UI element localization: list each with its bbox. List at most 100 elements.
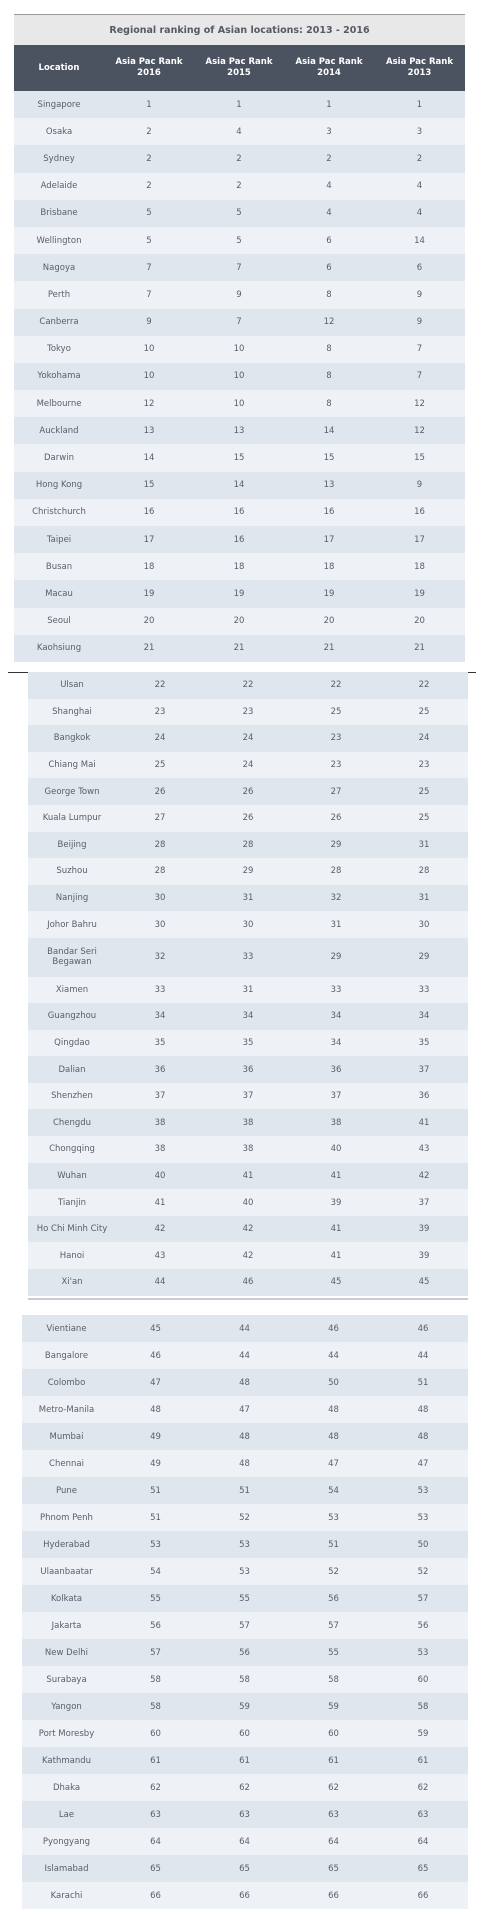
table-row: Busan 18 18 18 18 — [14, 553, 465, 581]
location-cell: Taipei — [46, 534, 72, 545]
rank-cell: 39 — [418, 1224, 430, 1235]
rank-cell: 30 — [242, 919, 254, 930]
rank-cell: 18 — [233, 561, 245, 572]
rank-cell: 24 — [242, 760, 254, 771]
rank-cell: 61 — [150, 1755, 161, 1766]
location-cell: Chongqing — [49, 1144, 95, 1155]
table-row: Singapore 1 1 1 1 — [14, 91, 465, 119]
rank-cell: 58 — [150, 1674, 161, 1685]
location-cell: Jakarta — [51, 1620, 82, 1631]
rank-cell: 62 — [150, 1782, 161, 1793]
table-row: Surabaya 58 58 58 60 — [22, 1666, 468, 1693]
rank-cell: 19 — [323, 588, 335, 599]
rank-cell: 17 — [323, 534, 335, 545]
rank-cell: 39 — [330, 1197, 342, 1208]
table-row: Chennai 49 48 47 47 — [22, 1450, 468, 1477]
rank-cell: 62 — [328, 1782, 339, 1793]
column-header: Asia Pac Rank 2015 — [205, 57, 273, 78]
rank-cell: 40 — [330, 1144, 342, 1155]
rank-cell: 58 — [328, 1674, 339, 1685]
rank-cell: 9 — [236, 289, 242, 300]
table-row: Adelaide 2 2 4 4 — [14, 172, 465, 200]
rank-cell: 54 — [328, 1485, 339, 1496]
table-row: Xiamen 33 31 33 33 — [28, 976, 468, 1004]
rank-cell: 22 — [154, 680, 166, 691]
rank-cell: 43 — [418, 1144, 430, 1155]
location-cell: Auckland — [39, 425, 79, 436]
location-cell: Guangzhou — [47, 1011, 97, 1022]
table-row: Chiang Mai 25 24 23 23 — [28, 751, 468, 779]
table-row: Dhaka 62 62 62 62 — [22, 1774, 468, 1801]
table-row: Karachi 66 66 66 66 — [22, 1882, 468, 1909]
location-cell: Suzhou — [56, 866, 88, 877]
rank-cell: 56 — [328, 1593, 339, 1604]
location-cell: New Delhi — [44, 1647, 89, 1658]
table-row: Kathmandu 61 61 61 61 — [22, 1747, 468, 1774]
rank-cell: 33 — [242, 952, 254, 963]
rank-cell: 34 — [330, 1037, 342, 1048]
rank-cell: 19 — [414, 588, 425, 599]
rank-cell: 30 — [418, 919, 430, 930]
rank-cell: 31 — [330, 919, 342, 930]
rank-cell: 33 — [330, 984, 342, 995]
location-cell: Sydney — [43, 153, 75, 164]
location-cell: Islamabad — [44, 1863, 89, 1874]
rank-cell: 36 — [330, 1064, 342, 1075]
rank-cell: 45 — [418, 1277, 430, 1288]
rank-cell: 44 — [154, 1277, 166, 1288]
rank-cell: 53 — [417, 1485, 429, 1496]
rank-cell: 31 — [242, 984, 254, 995]
rank-cell: 64 — [328, 1836, 339, 1847]
rank-cell: 48 — [328, 1404, 339, 1415]
location-cell: Pune — [56, 1485, 77, 1496]
rank-cell: 32 — [154, 952, 166, 963]
rank-cell: 48 — [239, 1458, 250, 1469]
rank-cell: 13 — [323, 480, 335, 491]
rank-cell: 26 — [242, 786, 254, 797]
rank-cell: 50 — [328, 1377, 339, 1388]
table-row: Nanjing 30 31 32 31 — [28, 884, 468, 912]
rank-cell: 26 — [154, 786, 166, 797]
rank-cell: 45 — [330, 1277, 342, 1288]
rank-cell: 10 — [233, 344, 245, 355]
rank-cell: 38 — [330, 1117, 342, 1128]
table-section-1: Singapore 1 1 1 1 Osaka 2 4 3 3 Sydney 2 2 2 2 Adelaide… — [14, 91, 465, 662]
rank-cell: 23 — [154, 706, 166, 717]
location-cell: Bandar Seri Begawan — [47, 947, 97, 968]
table-row: Pune 51 51 54 53 — [22, 1477, 468, 1504]
rank-cell: 28 — [330, 866, 342, 877]
rank-cell: 16 — [233, 507, 245, 518]
rank-cell: 52 — [417, 1566, 429, 1577]
rank-cell: 53 — [328, 1512, 339, 1523]
rank-cell: 47 — [417, 1458, 429, 1469]
column-header: Asia Pac Rank 2016 — [115, 57, 183, 78]
rank-cell: 24 — [154, 733, 166, 744]
table-row: Bangalore 46 44 44 44 — [22, 1342, 468, 1369]
rank-cell: 65 — [239, 1863, 250, 1874]
rank-cell: 20 — [143, 616, 155, 627]
location-cell: Port Moresby — [38, 1728, 95, 1739]
location-cell: Kathmandu — [41, 1755, 91, 1766]
table-row: Perth 7 9 8 9 — [14, 281, 465, 309]
rank-cell: 4 — [416, 181, 423, 192]
rank-cell: 7 — [146, 289, 152, 300]
rank-cell: 9 — [416, 289, 423, 300]
rank-cell: 21 — [414, 643, 425, 654]
table-row: Jakarta 56 57 57 56 — [22, 1612, 468, 1639]
location-cell: Tokyo — [47, 344, 71, 355]
rank-cell: 42 — [242, 1250, 254, 1261]
rank-cell: 65 — [150, 1863, 161, 1874]
rank-cell: 12 — [323, 317, 335, 328]
location-cell: Hanoi — [59, 1250, 85, 1261]
rank-cell: 31 — [242, 893, 254, 904]
table-row: Metro-Manila 48 47 48 48 — [22, 1396, 468, 1423]
table-row: Osaka 2 4 3 3 — [14, 118, 465, 146]
rank-cell: 22 — [242, 680, 254, 691]
rank-cell: 32 — [330, 893, 342, 904]
location-cell: Wellington — [36, 235, 82, 246]
table-row: Colombo 47 48 50 51 — [22, 1369, 468, 1396]
rank-cell: 50 — [417, 1539, 429, 1550]
table-row: Nagoya 7 7 6 6 — [14, 254, 465, 282]
table-row: Melbourne 12 10 8 12 — [14, 390, 465, 418]
location-cell: Dhaka — [52, 1782, 81, 1793]
